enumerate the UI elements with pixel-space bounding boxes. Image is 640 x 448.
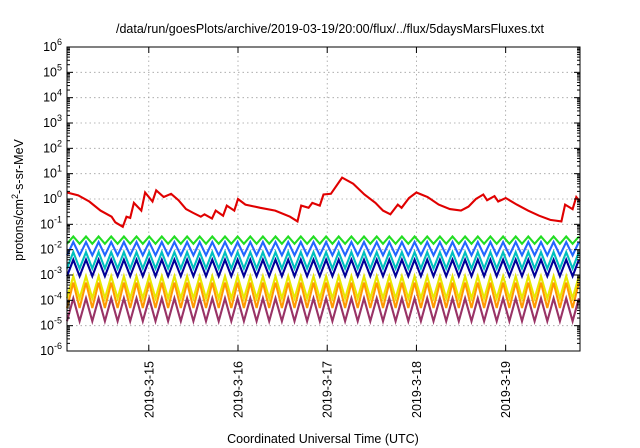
chart-title: /data/run/goesPlots/archive/2019-03-19/2…: [116, 22, 545, 36]
y-tick-labels: 10-6 10-5 10-4 10-3 10-2 10-1 100 101 102 103 104 1…: [40, 37, 62, 358]
x-tick-label: 2019-3-16: [232, 361, 246, 418]
series-line-2: [66, 239, 580, 258]
y-tick-label: 10-4: [40, 290, 62, 307]
series-line-0: [66, 176, 581, 229]
y-tick-label: 106: [43, 37, 62, 54]
x-axis-label: Coordinated Universal Time (UTC): [227, 432, 419, 446]
y-tick-label: 10-3: [40, 265, 62, 282]
y-tick-label: 100: [43, 189, 62, 206]
series-layer: [65, 176, 581, 326]
y-tick-label: 104: [43, 88, 62, 105]
x-tick-label: 2019-3-17: [321, 361, 335, 418]
y-tick-label: 10-2: [40, 240, 62, 257]
x-tick-label: 2019-3-19: [499, 361, 513, 418]
series-line-5: [65, 272, 580, 303]
y-tick-label: 10-1: [40, 214, 62, 231]
tick-marks: [67, 46, 580, 352]
series-line-7: [65, 294, 580, 326]
series-line-6: [65, 282, 580, 309]
x-tick-labels: 2019-3-15 2019-3-16 2019-3-17 2019-3-18 2019…: [142, 361, 513, 418]
series-line-3: [66, 249, 580, 272]
x-tick-label: 2019-3-18: [410, 361, 424, 418]
y-tick-label: 102: [43, 138, 62, 155]
series-line-1: [66, 234, 580, 246]
series-line-4: [66, 256, 580, 280]
y-tick-label: 10-5: [40, 316, 62, 333]
y-tick-label: 103: [43, 113, 62, 130]
x-tick-label: 2019-3-15: [142, 361, 156, 418]
y-tick-label: 105: [43, 62, 62, 79]
y-tick-label: 10-6: [40, 341, 62, 358]
y-tick-label: 101: [43, 164, 62, 181]
y-axis-label: protons/cm2-s-sr-MeV: [10, 138, 26, 260]
